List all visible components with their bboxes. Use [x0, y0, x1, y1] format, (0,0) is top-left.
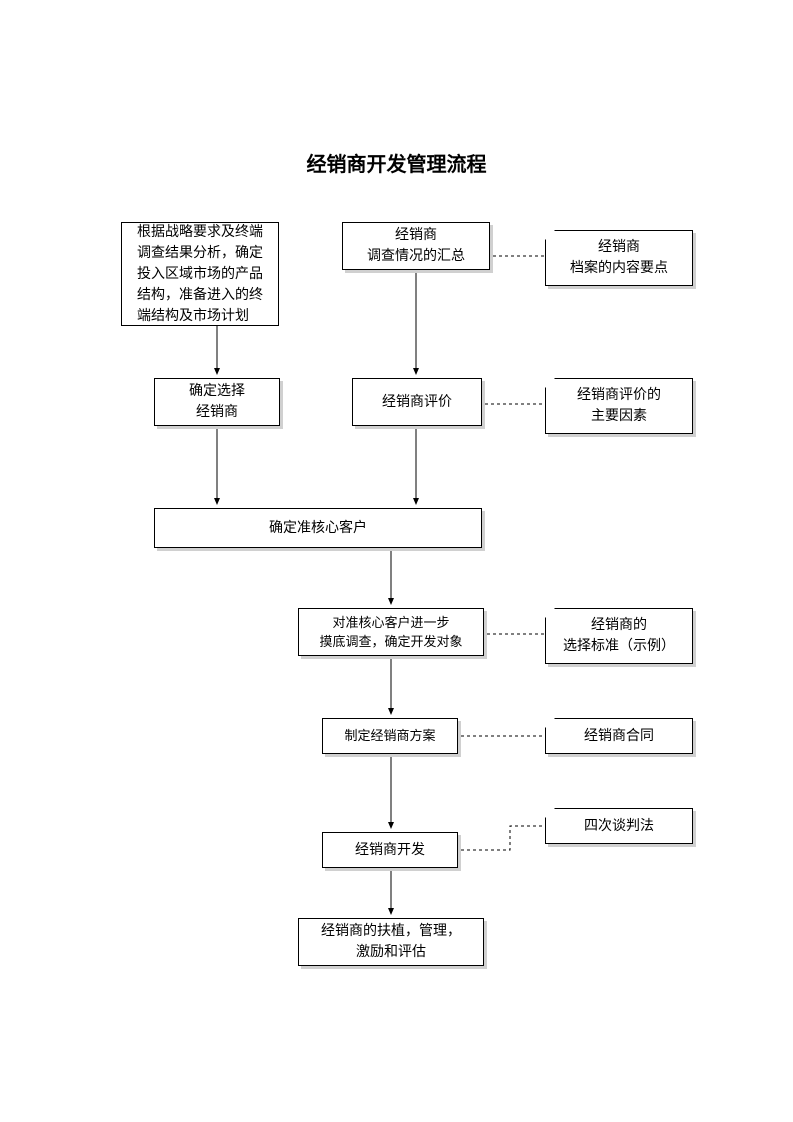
node-eval-dealer: 经销商评价	[352, 378, 482, 426]
node-survey-summary-text: 经销商调查情况的汇总	[367, 225, 465, 267]
note-profile: 经销商档案的内容要点	[545, 230, 693, 286]
note-profile-text: 经销商档案的内容要点	[570, 237, 668, 279]
node-support: 经销商的扶植，管理，激励和评估	[298, 918, 484, 966]
node-deep-survey: 对准核心客户进一步摸底调查，确定开发对象	[298, 608, 484, 656]
note-contract: 经销商合同	[545, 718, 693, 754]
note-criteria-text: 经销商的选择标准（示例）	[563, 615, 675, 657]
node-strategy: 根据战略要求及终端调查结果分析，确定投入区域市场的产品结构，准备进入的终端结构及…	[121, 222, 279, 326]
node-deep-survey-text: 对准核心客户进一步摸底调查，确定开发对象	[319, 613, 462, 652]
note-contract-text: 经销商合同	[584, 726, 654, 747]
node-develop-text: 经销商开发	[355, 840, 425, 861]
node-select-dealer-text: 确定选择经销商	[189, 381, 245, 423]
node-survey-summary: 经销商调查情况的汇总	[342, 222, 490, 270]
page-title: 经销商开发管理流程	[0, 148, 793, 177]
note-negotiate: 四次谈判法	[545, 808, 693, 844]
note-criteria: 经销商的选择标准（示例）	[545, 608, 693, 664]
note-eval-text: 经销商评价的主要因素	[577, 385, 661, 427]
node-eval-dealer-text: 经销商评价	[382, 392, 452, 413]
note-negotiate-text: 四次谈判法	[584, 816, 654, 837]
note-eval: 经销商评价的主要因素	[545, 378, 693, 434]
node-core-customer: 确定准核心客户	[154, 508, 482, 548]
node-core-customer-text: 确定准核心客户	[269, 518, 367, 539]
node-strategy-text: 根据战略要求及终端调查结果分析，确定投入区域市场的产品结构，准备进入的终端结构及…	[137, 222, 263, 327]
node-support-text: 经销商的扶植，管理，激励和评估	[321, 921, 461, 963]
node-select-dealer: 确定选择经销商	[154, 378, 280, 426]
node-develop: 经销商开发	[322, 832, 458, 868]
node-plan-text: 制定经销商方案	[344, 726, 435, 746]
node-plan: 制定经销商方案	[322, 718, 458, 754]
